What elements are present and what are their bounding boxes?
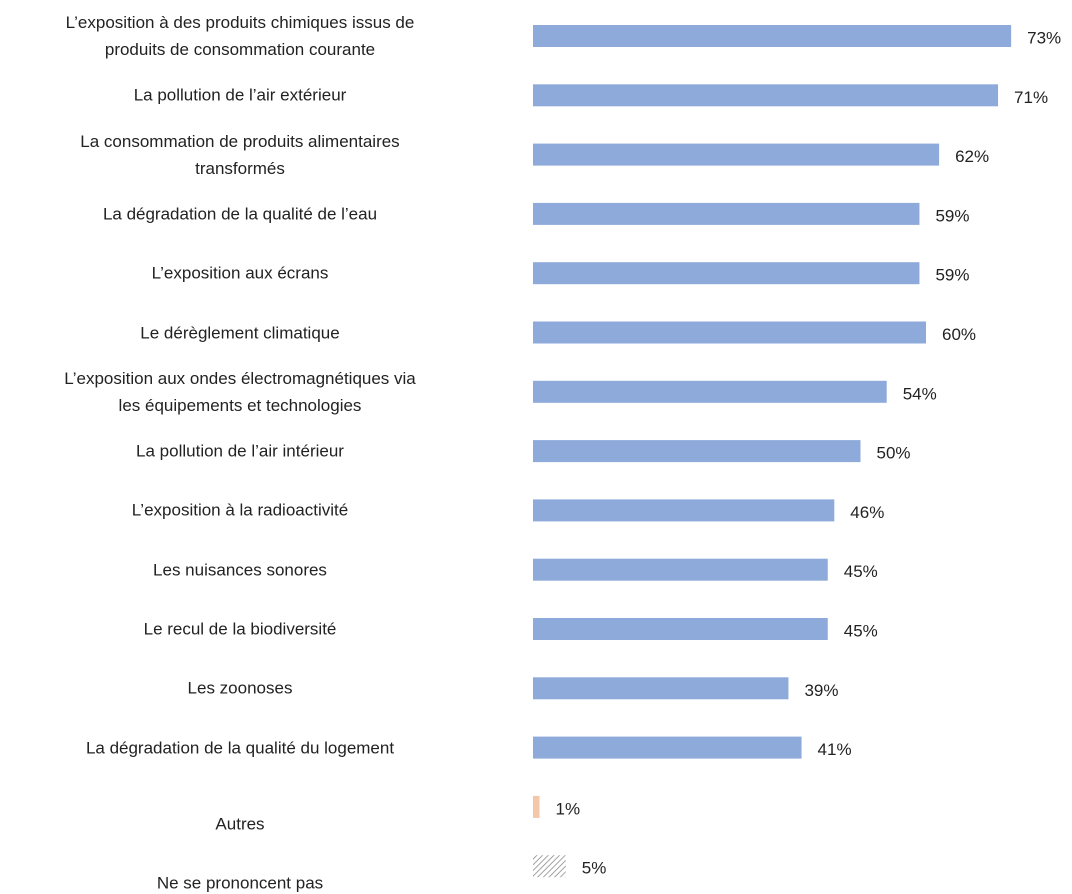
value-label: 60% xyxy=(942,325,976,344)
bar xyxy=(533,143,940,166)
bar xyxy=(533,736,802,759)
value-label: 5% xyxy=(582,859,607,878)
bar xyxy=(533,262,920,285)
value-label: 41% xyxy=(818,740,852,759)
category-label: La consommation de produits alimentaires… xyxy=(80,131,400,178)
category-label: La pollution de l’air extérieur xyxy=(133,85,347,105)
category-label: Le recul de la biodiversité xyxy=(143,619,337,639)
bar xyxy=(533,25,1012,47)
value-label: 39% xyxy=(804,681,838,700)
value-label: 45% xyxy=(844,621,878,640)
value-label: 50% xyxy=(877,444,911,463)
value-label: 71% xyxy=(1014,88,1048,107)
bar xyxy=(533,321,926,344)
value-label: 54% xyxy=(903,384,937,403)
value-label: 73% xyxy=(1027,28,1061,47)
bar xyxy=(533,558,828,581)
bar xyxy=(533,795,540,818)
category-label: Le dérèglement climatique xyxy=(140,323,340,342)
bar xyxy=(533,499,835,522)
value-label: 59% xyxy=(935,266,969,285)
category-label: La dégradation de la qualité du logement xyxy=(85,738,395,758)
bar xyxy=(533,440,861,463)
value-label: 45% xyxy=(844,562,878,581)
bar xyxy=(533,84,999,107)
bar xyxy=(533,618,828,640)
bar xyxy=(533,677,789,700)
bar xyxy=(533,202,920,225)
value-label: 59% xyxy=(935,206,969,225)
category-label: Les zoonoses xyxy=(187,678,293,698)
bar xyxy=(533,855,566,878)
category-label: Ne se prononcent pas xyxy=(156,873,324,893)
bar xyxy=(533,380,887,403)
value-label: 62% xyxy=(955,147,989,166)
value-label: 1% xyxy=(556,799,581,818)
category-label: L’exposition aux écrans xyxy=(151,263,329,283)
category-label: L’exposition aux ondes électromagnétique… xyxy=(64,368,416,415)
category-label: Autres xyxy=(215,814,265,834)
category-label: La pollution de l’air intérieur xyxy=(136,441,344,461)
value-label: 46% xyxy=(850,503,884,522)
category-label: L’exposition à des produits chimiques is… xyxy=(65,13,415,59)
category-label: Les nuisances sonores xyxy=(153,560,327,580)
category-label: L’exposition à la radioactivité xyxy=(131,500,349,520)
category-label: La dégradation de la qualité de l’eau xyxy=(102,204,378,224)
